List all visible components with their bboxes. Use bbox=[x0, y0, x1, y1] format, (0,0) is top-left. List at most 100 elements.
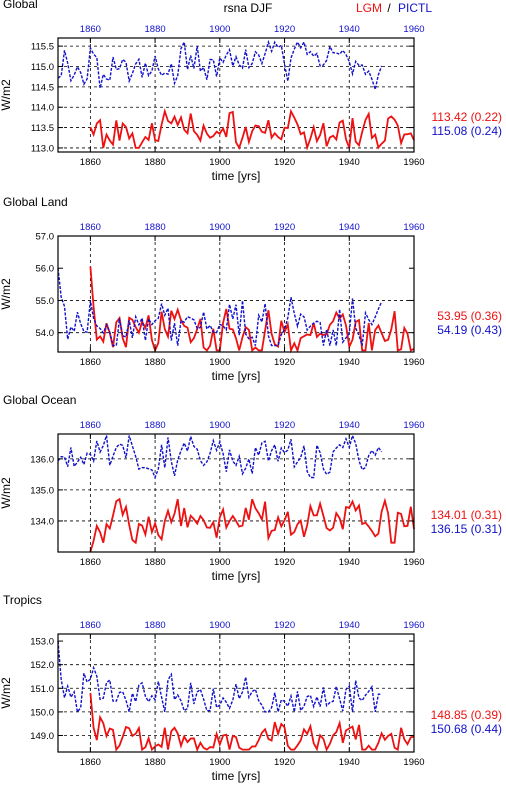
y-axis-label: W/m2 bbox=[0, 278, 13, 310]
series-line-pictl bbox=[57, 641, 382, 714]
x-tick-label-bottom: 1920 bbox=[274, 557, 295, 568]
series-line-lgm bbox=[89, 692, 415, 753]
y-tick-label: 55.0 bbox=[36, 296, 55, 307]
legend-separator: / bbox=[384, 1, 394, 15]
y-axis-label: W/m2 bbox=[0, 477, 13, 509]
x-tick-label-top: 1900 bbox=[209, 420, 230, 431]
series-line-lgm bbox=[89, 497, 415, 553]
x-tick-label-bottom: 1900 bbox=[209, 357, 230, 368]
x-tick-label-bottom: 1960 bbox=[403, 557, 424, 568]
x-tick-label-top: 1920 bbox=[274, 24, 295, 35]
mean-label-lgm: 113.42 (0.22) bbox=[432, 110, 503, 124]
x-tick-label-top: 1940 bbox=[339, 24, 360, 35]
y-tick-label: 151.0 bbox=[30, 684, 54, 695]
y-axis-label: W/m2 bbox=[0, 79, 13, 111]
mean-label-pictl: 115.08 (0.24) bbox=[432, 124, 503, 138]
y-tick-label: 114.5 bbox=[31, 82, 54, 93]
x-tick-label-bottom: 1900 bbox=[209, 157, 230, 168]
y-tick-label: 134.0 bbox=[30, 516, 54, 527]
legend-pictl-label: PICTL bbox=[398, 1, 432, 15]
panel-title: Global Land bbox=[3, 195, 68, 209]
x-tick-label-bottom: 1880 bbox=[145, 357, 166, 368]
x-tick-label-bottom: 1920 bbox=[274, 157, 295, 168]
x-tick-label-bottom: 1860 bbox=[80, 557, 101, 568]
y-tick-label: 54.0 bbox=[36, 328, 55, 339]
x-tick-label-bottom: 1880 bbox=[145, 557, 166, 568]
x-axis-label: time [yrs] bbox=[212, 369, 261, 383]
x-tick-label-top: 1960 bbox=[403, 420, 424, 431]
x-tick-label-bottom: 1960 bbox=[403, 357, 424, 368]
mean-label-pictl: 136.15 (0.31) bbox=[431, 522, 502, 536]
x-tick-label-bottom: 1880 bbox=[145, 157, 166, 168]
mean-label-lgm: 148.85 (0.39) bbox=[431, 708, 502, 722]
mean-label-pictl: 150.68 (0.44) bbox=[431, 722, 502, 736]
y-tick-label: 150.0 bbox=[30, 707, 54, 718]
panel-3: Global Ocean 134.0 135.0 136.0 1860 1860 1880 1… bbox=[0, 393, 502, 583]
y-tick-label: 115.0 bbox=[31, 62, 54, 73]
x-tick-label-bottom: 1940 bbox=[339, 357, 360, 368]
y-tick-label: 113.5 bbox=[31, 123, 54, 134]
y-tick-label: 115.5 bbox=[31, 42, 54, 53]
x-tick-label-top: 1920 bbox=[274, 222, 295, 233]
mean-label-pictl: 54.19 (0.43) bbox=[437, 323, 502, 337]
x-tick-label-top: 1880 bbox=[145, 222, 166, 233]
plot-frame bbox=[57, 633, 415, 753]
x-tick-label-top: 1940 bbox=[339, 620, 360, 631]
x-tick-label-bottom: 1860 bbox=[80, 357, 101, 368]
panel-title: Global Ocean bbox=[3, 393, 76, 407]
center-title: rsna DJF bbox=[224, 1, 273, 15]
x-tick-label-top: 1880 bbox=[145, 24, 166, 35]
x-axis-label: time [yrs] bbox=[212, 769, 261, 783]
x-axis-label: time [yrs] bbox=[212, 569, 261, 583]
x-tick-label-bottom: 1940 bbox=[339, 757, 360, 768]
y-tick-label: 57.0 bbox=[36, 232, 55, 243]
x-tick-label-bottom: 1920 bbox=[274, 357, 295, 368]
y-axis-label: W/m2 bbox=[0, 677, 13, 709]
x-tick-label-top: 1900 bbox=[209, 222, 230, 233]
x-tick-label-bottom: 1880 bbox=[145, 757, 166, 768]
series-line-lgm bbox=[89, 108, 415, 151]
plot-frame bbox=[57, 37, 415, 153]
series-line-pictl bbox=[57, 39, 383, 93]
y-tick-label: 56.0 bbox=[36, 264, 55, 275]
panel-4: Tropics 149.0 150.0 151.0 152.0 153.0 1860 1860… bbox=[0, 593, 502, 783]
mean-label-lgm: 134.01 (0.31) bbox=[431, 508, 502, 522]
x-tick-label-bottom: 1900 bbox=[209, 757, 230, 768]
x-tick-label-bottom: 1960 bbox=[403, 157, 424, 168]
y-tick-label: 113.0 bbox=[31, 143, 54, 154]
x-tick-label-top: 1860 bbox=[80, 24, 101, 35]
x-tick-label-bottom: 1940 bbox=[339, 557, 360, 568]
y-tick-label: 135.0 bbox=[30, 485, 54, 496]
series-line-pictl bbox=[57, 433, 383, 480]
y-tick-label: 152.0 bbox=[30, 660, 54, 671]
panel-2: Global Land 54.0 55.0 56.0 57.0 1860 1860 1880 1… bbox=[0, 195, 502, 383]
x-tick-label-bottom: 1900 bbox=[209, 557, 230, 568]
x-tick-label-top: 1940 bbox=[339, 420, 360, 431]
x-tick-label-top: 1860 bbox=[80, 420, 101, 431]
y-tick-label: 149.0 bbox=[30, 731, 54, 742]
x-tick-label-bottom: 1920 bbox=[274, 757, 295, 768]
x-tick-label-bottom: 1960 bbox=[403, 757, 424, 768]
y-tick-label: 153.0 bbox=[30, 637, 54, 648]
x-tick-label-top: 1960 bbox=[403, 222, 424, 233]
plot-frame bbox=[57, 235, 415, 353]
x-tick-label-top: 1880 bbox=[145, 420, 166, 431]
mean-label-lgm: 53.95 (0.36) bbox=[437, 309, 502, 323]
x-tick-label-top: 1940 bbox=[339, 222, 360, 233]
x-tick-label-bottom: 1860 bbox=[80, 757, 101, 768]
panel-title: Global bbox=[3, 0, 38, 11]
x-tick-label-top: 1960 bbox=[403, 24, 424, 35]
x-tick-label-bottom: 1940 bbox=[339, 157, 360, 168]
x-tick-label-top: 1920 bbox=[274, 620, 295, 631]
x-tick-label-top: 1900 bbox=[209, 620, 230, 631]
x-tick-label-top: 1860 bbox=[80, 620, 101, 631]
panel-title: Tropics bbox=[3, 593, 42, 607]
panel-1: Global 113.0 113.5 114.0 114.5 115.0 115.5 1860… bbox=[0, 0, 502, 183]
x-tick-label-bottom: 1860 bbox=[80, 157, 101, 168]
y-tick-label: 114.0 bbox=[31, 103, 54, 114]
x-tick-label-top: 1920 bbox=[274, 420, 295, 431]
y-tick-label: 136.0 bbox=[30, 454, 54, 465]
series-line-pictl bbox=[57, 268, 383, 347]
plot-frame bbox=[57, 433, 415, 553]
